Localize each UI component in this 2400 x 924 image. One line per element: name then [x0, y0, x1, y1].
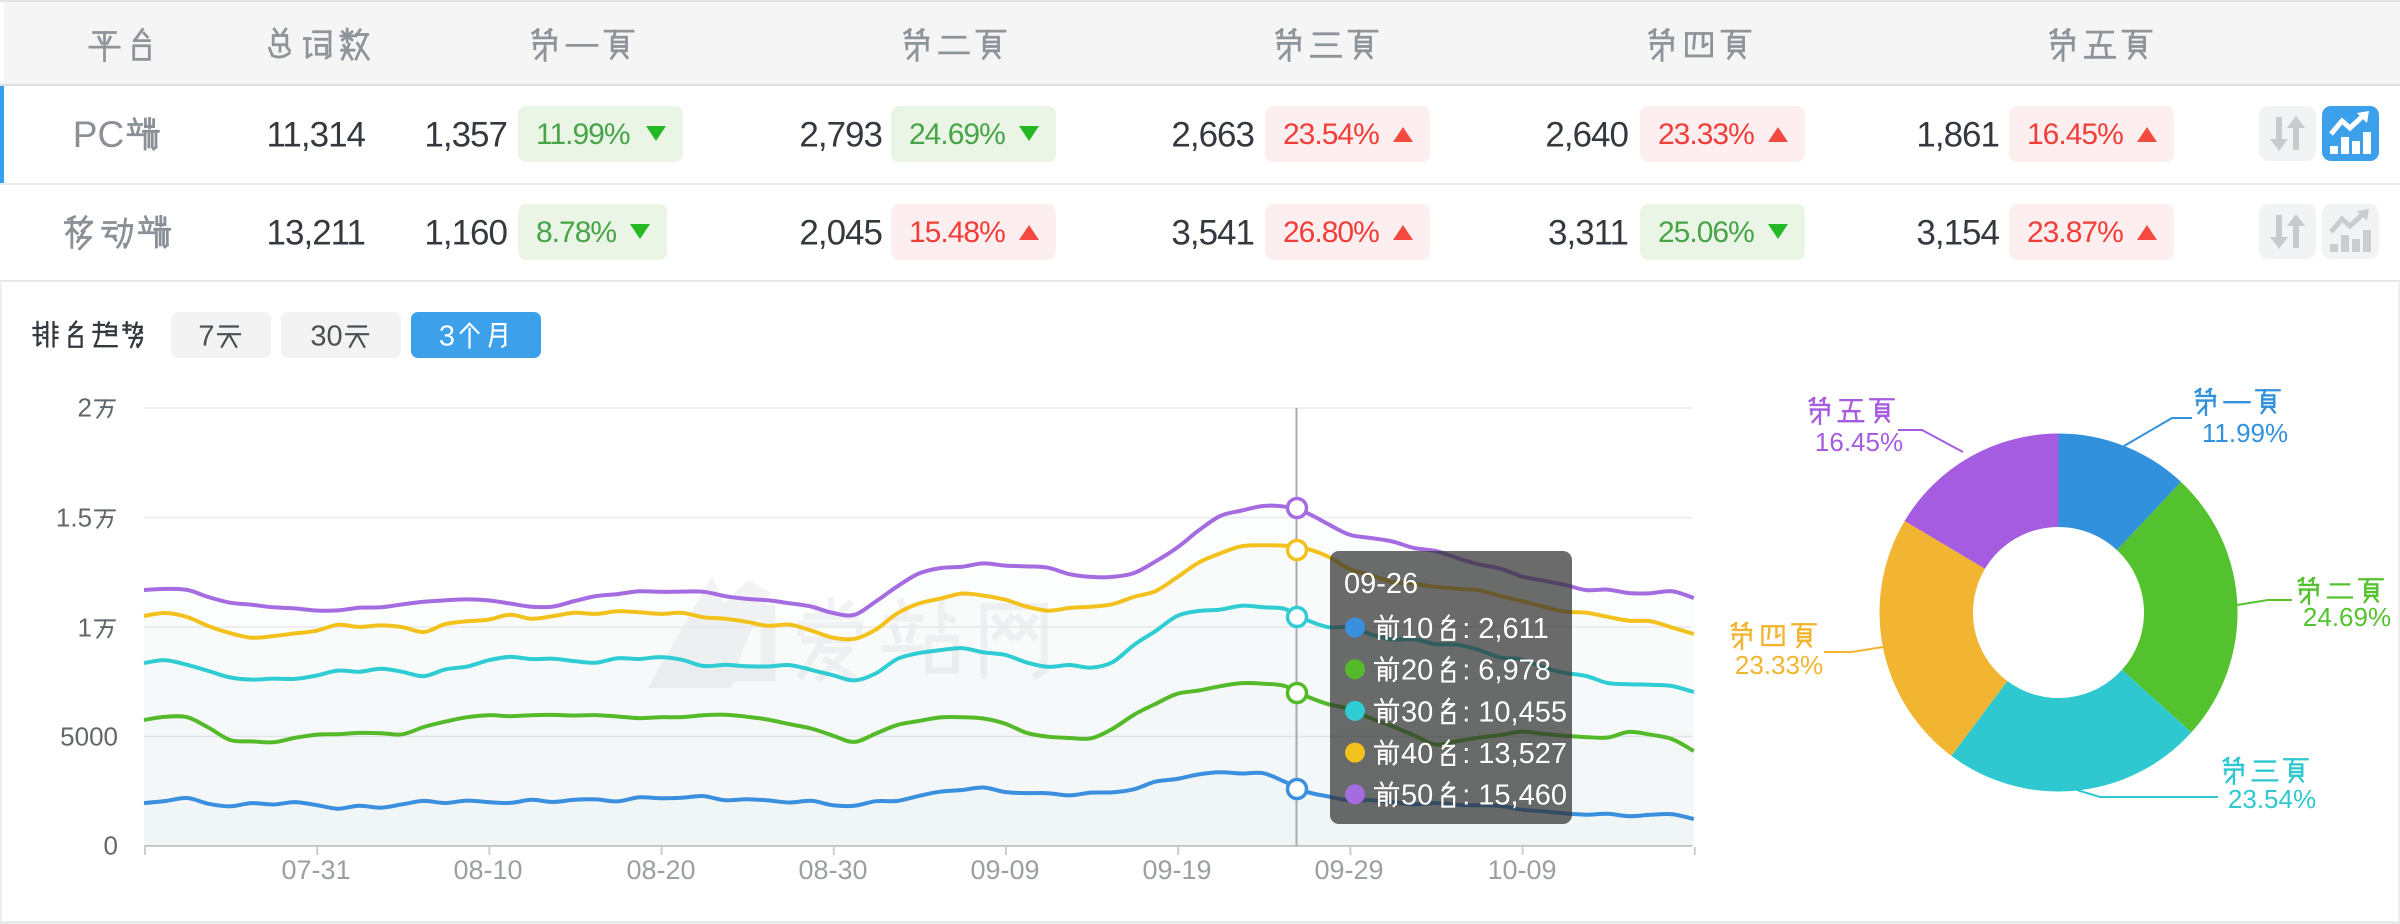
svg-text:5000: 5000 [60, 721, 118, 751]
svg-text:16.45%: 16.45% [1815, 427, 1903, 457]
svg-text:26.80%: 26.80% [1283, 216, 1379, 249]
svg-text:23.33%: 23.33% [1735, 650, 1823, 680]
svg-text:1,357: 1,357 [424, 116, 507, 155]
svg-text:23.33%: 23.33% [1658, 118, 1754, 151]
svg-text:: 2,611: : 2,611 [1462, 613, 1549, 645]
svg-text:24.69%: 24.69% [909, 118, 1005, 151]
svg-text:30: 30 [310, 320, 342, 352]
svg-text:23.54%: 23.54% [1283, 118, 1379, 151]
svg-text:07-31: 07-31 [281, 855, 350, 885]
svg-text:2,793: 2,793 [799, 116, 882, 155]
svg-text:1,160: 1,160 [424, 214, 507, 253]
svg-text:10: 10 [1401, 613, 1433, 645]
svg-text:1,861: 1,861 [1916, 116, 1999, 155]
svg-text:7: 7 [198, 320, 214, 352]
svg-text:3: 3 [439, 320, 455, 352]
svg-text:3,541: 3,541 [1171, 214, 1254, 253]
svg-text:: 10,455: : 10,455 [1462, 696, 1567, 728]
svg-text:23.87%: 23.87% [2027, 216, 2123, 249]
svg-text:15.48%: 15.48% [909, 216, 1005, 249]
svg-text:2: 2 [78, 392, 92, 422]
svg-text:13,211: 13,211 [267, 214, 365, 253]
svg-text:08-20: 08-20 [626, 855, 695, 885]
svg-text:16.45%: 16.45% [2027, 118, 2123, 151]
svg-text:2,663: 2,663 [1171, 116, 1254, 155]
svg-text:25.06%: 25.06% [1658, 216, 1754, 249]
svg-text:09-26: 09-26 [1344, 568, 1418, 600]
svg-text:10-09: 10-09 [1487, 855, 1556, 885]
svg-text:11.99%: 11.99% [536, 118, 630, 151]
svg-text:2,640: 2,640 [1545, 116, 1628, 155]
svg-text:09-29: 09-29 [1314, 855, 1383, 885]
svg-text:PC: PC [73, 114, 124, 155]
svg-text:8.78%: 8.78% [536, 216, 616, 249]
svg-text:11.99%: 11.99% [2202, 418, 2288, 448]
svg-text:: 13,527: : 13,527 [1462, 738, 1567, 770]
svg-text:23.54%: 23.54% [2228, 784, 2316, 814]
svg-text:08-10: 08-10 [453, 855, 522, 885]
svg-text:09-19: 09-19 [1142, 855, 1211, 885]
svg-text:3,311: 3,311 [1548, 214, 1628, 253]
svg-text:40: 40 [1401, 738, 1433, 770]
svg-text:: 15,460: : 15,460 [1462, 780, 1567, 812]
svg-text:20: 20 [1401, 655, 1433, 687]
svg-text:08-30: 08-30 [798, 855, 867, 885]
svg-text:: 6,978: : 6,978 [1462, 655, 1551, 687]
svg-text:1.5: 1.5 [56, 502, 92, 532]
svg-text:50: 50 [1401, 780, 1433, 812]
svg-text:3,154: 3,154 [1916, 214, 1999, 253]
svg-text:24.69%: 24.69% [2303, 602, 2391, 632]
svg-text:2,045: 2,045 [799, 214, 882, 253]
svg-text:0: 0 [104, 830, 118, 860]
svg-text:30: 30 [1401, 696, 1433, 728]
svg-text:11,314: 11,314 [267, 116, 366, 155]
svg-text:09-09: 09-09 [970, 855, 1039, 885]
svg-text:1: 1 [78, 612, 92, 642]
